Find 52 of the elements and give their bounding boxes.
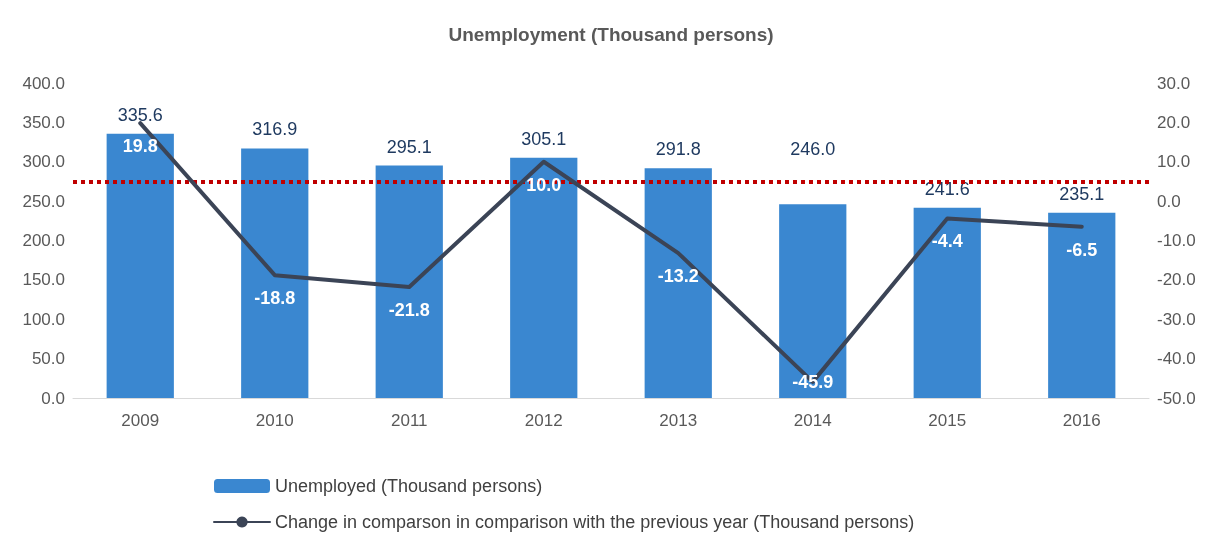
y-tick-label: 0.0 xyxy=(41,388,65,408)
data-label: 305.1 xyxy=(521,128,567,149)
data-label: -13.2 xyxy=(657,266,699,287)
data-label: -45.9 xyxy=(792,371,834,392)
legend-label: Change in comparson in comparison with the previous year (Thousand persons) xyxy=(275,512,915,532)
x-tick-label: 2010 xyxy=(255,411,294,430)
x-tick-label: 2013 xyxy=(659,411,698,430)
bar xyxy=(510,157,578,398)
data-label: -4.4 xyxy=(931,231,963,252)
bar xyxy=(375,165,443,398)
x-tick-label: 2016 xyxy=(1062,411,1101,430)
y2-tick-label: 0.0 xyxy=(1157,191,1181,211)
x-tick-label: 2014 xyxy=(793,411,832,430)
data-label: -6.5 xyxy=(1066,239,1098,260)
y-tick-label: 200.0 xyxy=(22,231,65,250)
data-label: 19.8 xyxy=(122,136,158,157)
chart-title: Unemployment (Thousand persons) xyxy=(448,24,774,45)
y-tick-label: 50.0 xyxy=(31,349,65,369)
y2-tick-label: -20.0 xyxy=(1157,270,1196,290)
bar xyxy=(241,148,309,398)
y2-tick-label: 10.0 xyxy=(1157,152,1191,172)
y2-tick-label: -30.0 xyxy=(1157,309,1196,329)
x-tick-label: 2009 xyxy=(121,411,160,430)
data-label: -21.8 xyxy=(388,299,430,320)
data-label: 235.1 xyxy=(1059,183,1105,204)
x-tick-label: 2015 xyxy=(928,411,967,430)
bar xyxy=(779,204,847,398)
bar xyxy=(913,207,981,398)
data-label: 295.1 xyxy=(386,136,432,157)
bar xyxy=(106,133,174,398)
y-tick-label: 250.0 xyxy=(22,191,65,211)
y2-tick-label: -50.0 xyxy=(1157,388,1196,408)
data-label: 316.9 xyxy=(252,119,298,140)
y-tick-label: 400.0 xyxy=(22,73,65,93)
x-tick-label: 2012 xyxy=(524,411,563,430)
data-label: 291.8 xyxy=(655,139,701,160)
y-tick-label: 100.0 xyxy=(22,309,65,329)
x-tick-label: 2011 xyxy=(390,411,428,430)
y-tick-label: 150.0 xyxy=(22,270,65,290)
legend-label: Unemployed (Thousand persons) xyxy=(275,476,543,496)
bar xyxy=(644,168,712,398)
data-label: 246.0 xyxy=(790,139,836,160)
y2-tick-label: -40.0 xyxy=(1157,349,1196,369)
y-tick-label: 300.0 xyxy=(22,152,65,172)
data-label: 10.0 xyxy=(526,174,562,195)
bar xyxy=(1048,212,1116,398)
y2-tick-label: -10.0 xyxy=(1157,231,1196,250)
data-label: 335.6 xyxy=(117,104,163,125)
data-label: -18.8 xyxy=(254,288,296,309)
y2-tick-label: 30.0 xyxy=(1157,73,1191,93)
y2-tick-label: 20.0 xyxy=(1157,112,1191,132)
y-tick-label: 350.0 xyxy=(22,112,65,132)
